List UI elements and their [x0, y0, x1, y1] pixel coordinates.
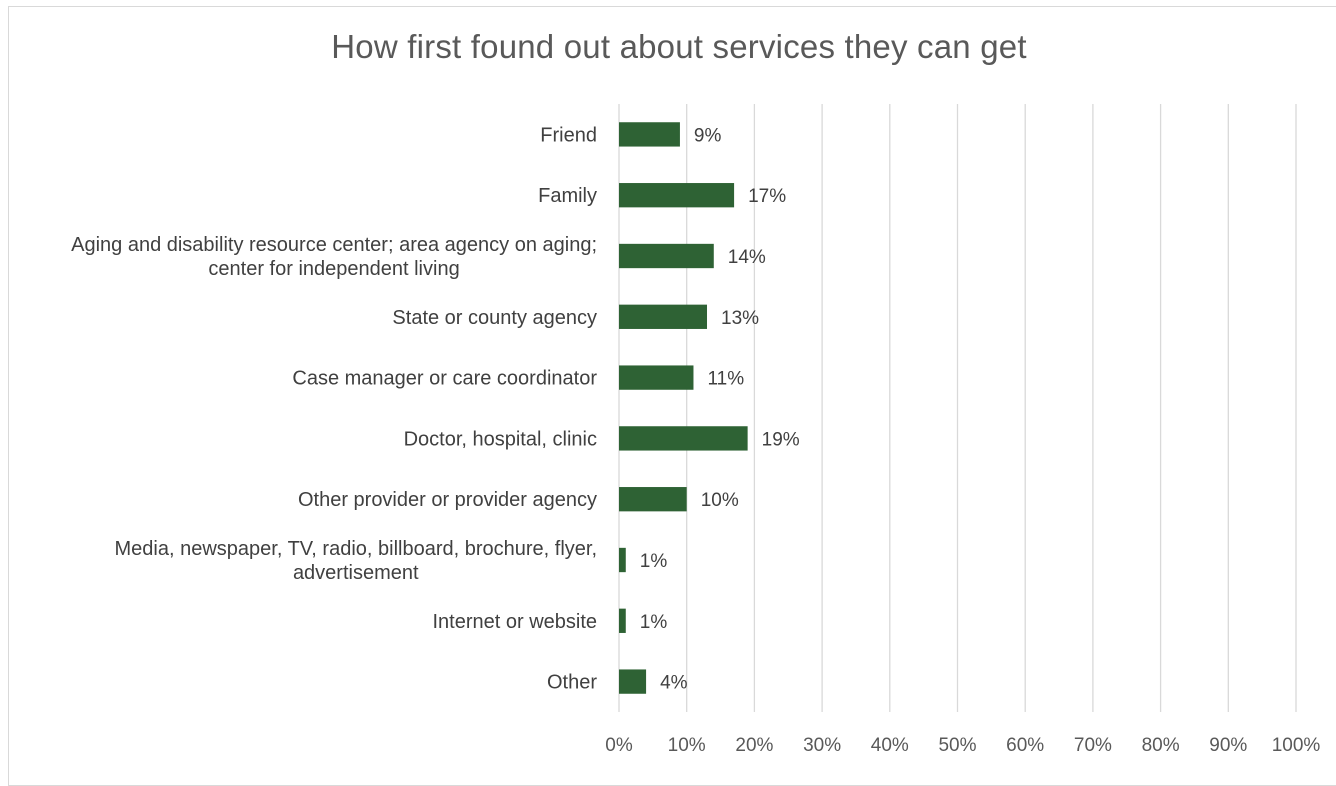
category-label: Friend — [540, 124, 597, 146]
data-labels: 9% 17% 14% 13% 11% 19% 10% 1% 1% 4% — [640, 125, 800, 693]
category-label: State or county agency — [392, 307, 597, 329]
x-tick-label: 40% — [871, 735, 909, 756]
category-label: Family — [538, 185, 597, 207]
x-tick-label: 70% — [1074, 735, 1112, 756]
data-label: 1% — [640, 551, 668, 572]
bar — [619, 608, 626, 633]
bar — [619, 547, 626, 573]
bar — [619, 365, 694, 390]
x-tick-label: 20% — [735, 735, 773, 756]
category-label: Internet or website — [432, 611, 597, 633]
x-tick-label: 0% — [605, 735, 633, 756]
data-label: 1% — [640, 612, 668, 633]
bar-chart: Friend Family Aging and disability resourc… — [71, 104, 1320, 756]
category-label: Media, newspaper, TV, radio, billboard, … — [115, 538, 598, 584]
x-tick-label: 90% — [1209, 735, 1247, 756]
data-label: 13% — [721, 308, 759, 329]
data-label: 14% — [728, 247, 766, 268]
category-labels: Friend Family Aging and disability resourc… — [71, 124, 597, 693]
category-label: Case manager or care coordinator — [292, 368, 597, 390]
data-label: 9% — [694, 125, 722, 146]
bar — [619, 304, 708, 329]
category-label: Aging and disability resource center; ar… — [71, 234, 597, 280]
bar — [619, 243, 714, 269]
data-label: 11% — [707, 369, 744, 390]
bar — [619, 122, 680, 147]
category-label: Other provider or provider agency — [298, 489, 597, 511]
x-tick-label: 30% — [803, 735, 841, 756]
category-label: Doctor, hospital, clinic — [404, 428, 597, 450]
bar — [619, 183, 735, 208]
x-axis-tick-labels: 0% 10% 20% 30% 40% 50% 60% 70% 80% 90% 100% — [605, 735, 1320, 756]
chart-title: How first found out about services they … — [331, 28, 1027, 65]
data-label: 19% — [762, 429, 800, 450]
bar — [619, 487, 687, 512]
data-label: 10% — [701, 490, 739, 511]
bars — [619, 122, 748, 694]
bar — [619, 669, 647, 694]
x-tick-label: 80% — [1142, 735, 1180, 756]
data-label: 17% — [748, 186, 786, 207]
x-tick-label: 100% — [1272, 735, 1321, 756]
x-tick-label: 60% — [1006, 735, 1044, 756]
x-tick-label: 10% — [668, 735, 706, 756]
data-label: 4% — [660, 673, 688, 694]
bar — [619, 426, 748, 451]
category-label: Other — [547, 672, 597, 694]
x-tick-label: 50% — [938, 735, 976, 756]
